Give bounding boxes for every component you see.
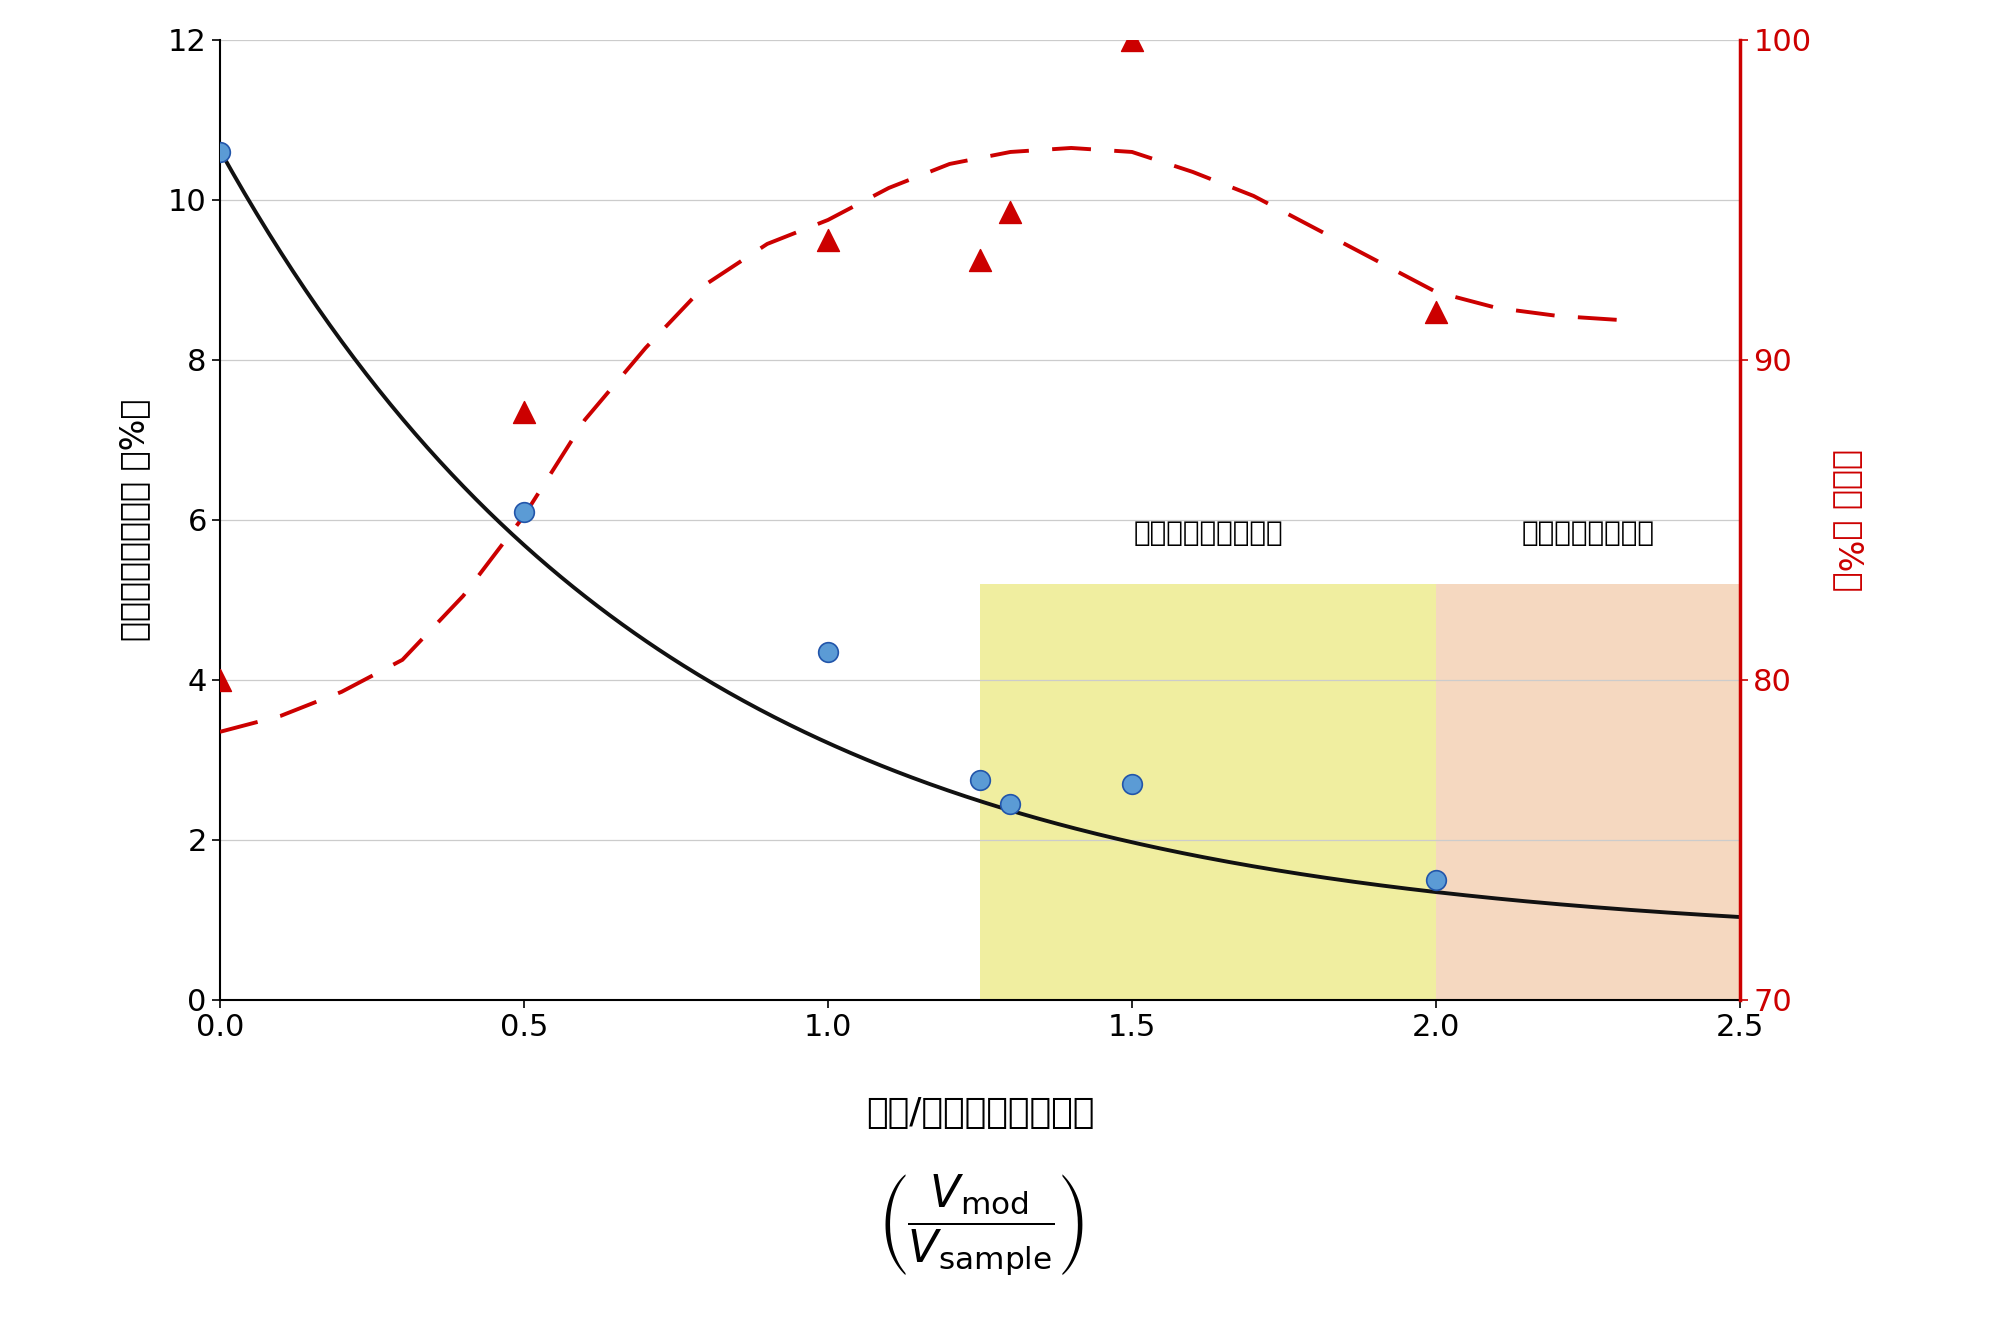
Point bbox=[1420, 869, 1452, 890]
Point bbox=[508, 401, 540, 423]
Text: 部分ブレークスルー: 部分ブレークスルー bbox=[1134, 519, 1282, 547]
Point bbox=[812, 229, 844, 251]
Point bbox=[812, 641, 844, 663]
Point bbox=[1420, 301, 1452, 323]
Text: 総ブレークスルー: 総ブレークスルー bbox=[1522, 519, 1654, 547]
Point bbox=[994, 793, 1026, 814]
Text: $\left(\dfrac{V_{\mathrm{mod}}}{V_{\mathrm{sample}}}\right)$: $\left(\dfrac{V_{\mathrm{mod}}}{V_{\math… bbox=[876, 1173, 1084, 1278]
Point bbox=[1116, 773, 1148, 794]
Point bbox=[964, 769, 996, 790]
Point bbox=[204, 141, 236, 163]
Y-axis label: キャリーオーバー （%）: キャリーオーバー （%） bbox=[118, 399, 152, 641]
Point bbox=[204, 669, 236, 690]
Bar bbox=[1436, 584, 1740, 1000]
Point bbox=[508, 501, 540, 523]
Text: 溶媒/サンプルプラグ比: 溶媒/サンプルプラグ比 bbox=[866, 1096, 1094, 1130]
Bar bbox=[980, 584, 1436, 1000]
Y-axis label: 回収率 （%）: 回収率 （%） bbox=[1832, 449, 1866, 591]
Point bbox=[1116, 29, 1148, 51]
Point bbox=[964, 249, 996, 271]
Point bbox=[994, 201, 1026, 223]
